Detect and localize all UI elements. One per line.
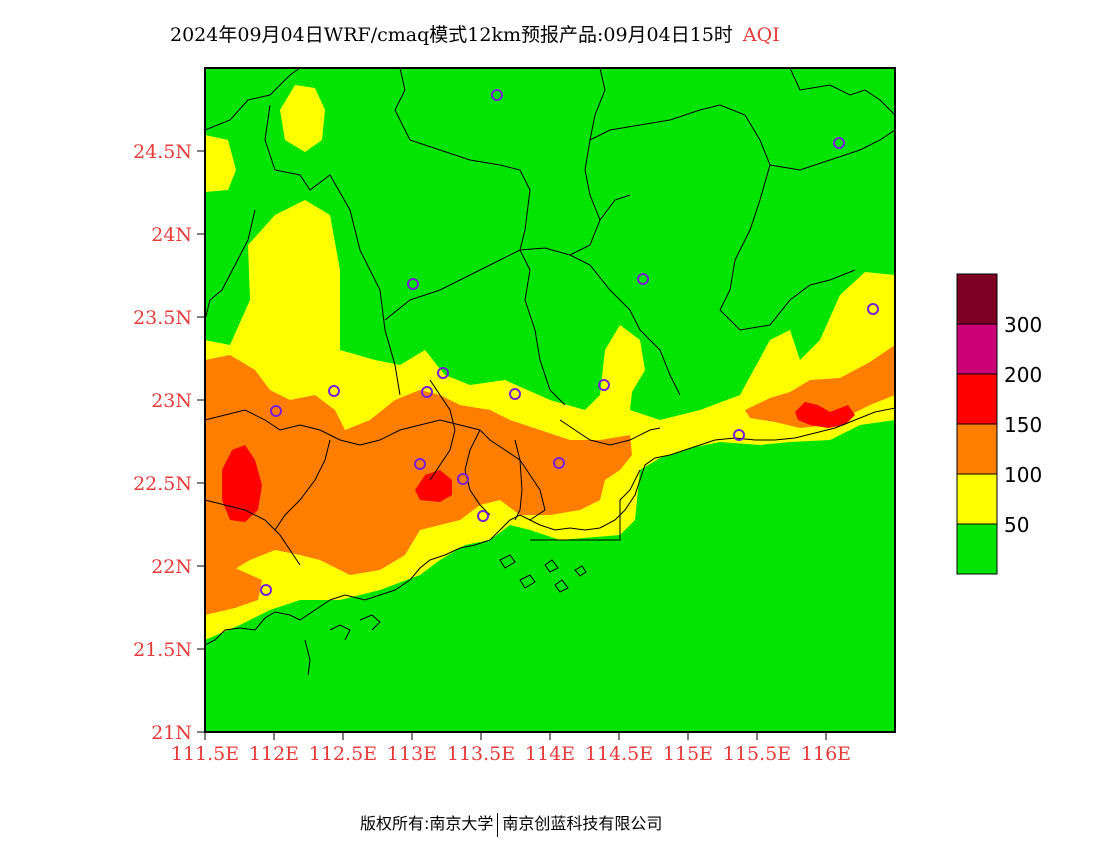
- x-tick-labels: 111.5E 112E 112.5E 113E 113.5E 114E 114.…: [171, 743, 851, 765]
- footer-separator: [497, 812, 499, 837]
- y-tick-label: 23.5N: [133, 307, 192, 329]
- unhealthy-regions: [222, 402, 855, 522]
- legend-swatch-unhealthy: [957, 374, 997, 424]
- legend-swatch-hazardous: [957, 274, 997, 324]
- x-tick-label: 112.5E: [309, 743, 377, 765]
- legend-colorbar: [956, 273, 998, 575]
- x-tick-label: 112E: [249, 743, 299, 765]
- station-marker: [328, 385, 340, 397]
- x-tick-label: 114E: [525, 743, 575, 765]
- y-tick-label: 24N: [151, 224, 192, 246]
- y-tick-label: 24.5N: [133, 141, 192, 163]
- admin-boundaries: [205, 68, 895, 566]
- y-tick-label: 21.5N: [133, 639, 192, 661]
- legend-swatch-usg: [957, 424, 997, 474]
- x-tick-label: 115E: [663, 743, 713, 765]
- y-tick-label: 21N: [151, 722, 192, 744]
- station-marker: [260, 584, 272, 596]
- y-tick-label: 23N: [151, 390, 192, 412]
- station-marker: [477, 510, 489, 522]
- coastline: [205, 407, 895, 676]
- legend-label: 150: [1004, 413, 1042, 437]
- station-marker: [414, 458, 426, 470]
- y-tick-labels: 21N 21.5N 22N 22.5N 23N 23.5N 24N 24.5N: [133, 141, 192, 744]
- station-markers: [260, 89, 879, 596]
- legend-labels: 50 100 150 200 300: [1004, 313, 1042, 537]
- copyright-company: 南京创蓝科技有限公司: [502, 814, 663, 833]
- station-marker: [407, 278, 419, 290]
- station-marker: [867, 303, 879, 315]
- copyright-owner: 版权所有:南京大学: [360, 814, 494, 833]
- map-title-variable: AQI: [742, 24, 780, 46]
- legend-label: 100: [1004, 463, 1042, 487]
- station-marker: [421, 386, 433, 398]
- station-marker: [491, 89, 503, 101]
- station-marker: [833, 137, 845, 149]
- x-tick-label: 114.5E: [585, 743, 653, 765]
- legend-label: 300: [1004, 313, 1042, 337]
- aqi-field: [205, 68, 895, 732]
- map-title-main: 2024年09月04日WRF/cmaq模式12km预报产品:09月04日15时: [170, 24, 733, 46]
- legend-swatch-good: [957, 524, 997, 574]
- y-tick-label: 22N: [151, 556, 192, 578]
- x-tick-label: 113E: [387, 743, 437, 765]
- x-tick-label: 115.5E: [723, 743, 791, 765]
- station-marker: [509, 388, 521, 400]
- station-marker: [457, 473, 469, 485]
- y-tick-label: 22.5N: [133, 473, 192, 495]
- station-marker: [553, 457, 565, 469]
- x-tick-label: 113.5E: [447, 743, 515, 765]
- station-marker: [733, 429, 745, 441]
- legend-swatch-very-unhealthy: [957, 324, 997, 374]
- legend-label: 200: [1004, 363, 1042, 387]
- station-marker: [637, 273, 649, 285]
- tick-marks: [197, 150, 827, 740]
- x-tick-label: 116E: [801, 743, 851, 765]
- usg-regions: [205, 345, 895, 615]
- x-tick-label: 111.5E: [171, 743, 239, 765]
- copyright-footer: 版权所有:南京大学 南京创蓝科技有限公司: [360, 810, 662, 837]
- legend-swatch-moderate: [957, 474, 997, 524]
- station-marker: [270, 405, 282, 417]
- legend-label: 50: [1004, 513, 1029, 537]
- station-marker: [598, 379, 610, 391]
- map-title: 2024年09月04日WRF/cmaq模式12km预报产品:09月04日15时 A…: [170, 20, 780, 47]
- station-marker: [437, 367, 449, 379]
